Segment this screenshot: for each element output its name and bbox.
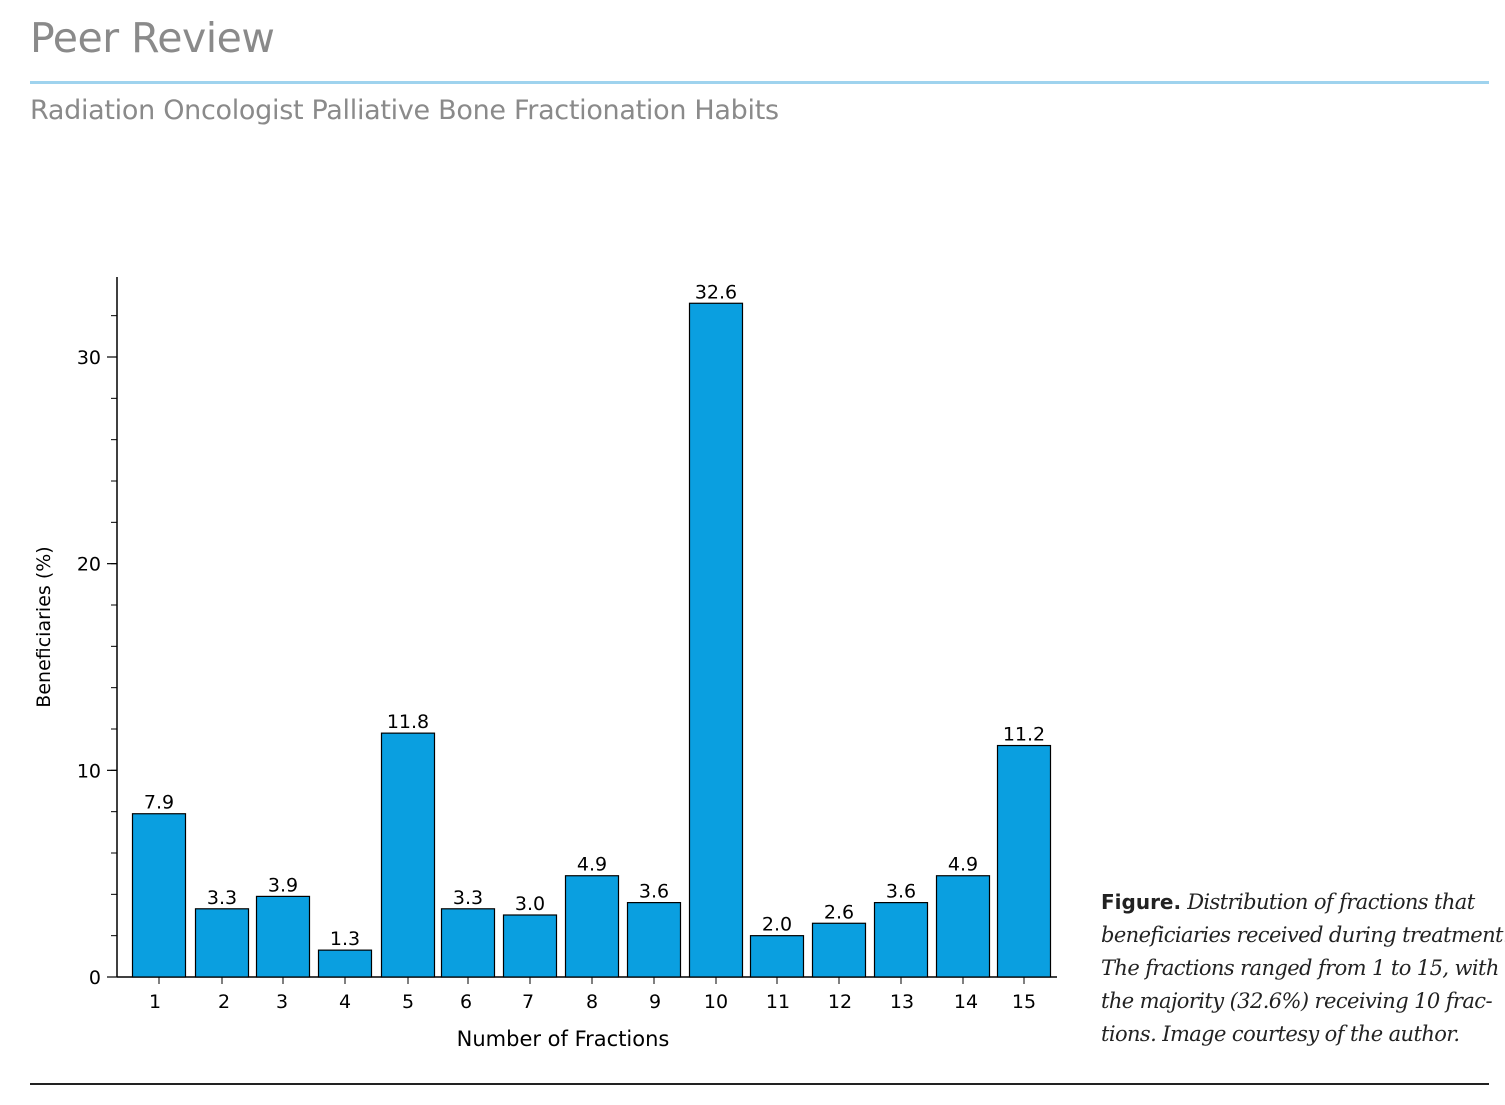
x-tick-label: 8 [586,991,598,1013]
bar-value-label: 3.3 [207,887,237,909]
section-title: Peer Review [30,14,275,62]
x-tick-label: 12 [828,991,852,1013]
caption-line-4: the majority (32.6%) receiving 10 frac- [1101,989,1493,1013]
bar-value-label: 1.3 [330,928,360,950]
y-tick-label: 0 [89,967,101,989]
x-tick-label: 7 [522,991,534,1013]
section-rule [30,81,1489,84]
x-tick-label: 1 [149,991,161,1013]
bottom-rule [30,1083,1489,1085]
article-title: Radiation Oncologist Palliative Bone Fra… [30,95,779,126]
figure-caption: Figure. Distribution of fractions that b… [1101,886,1505,1051]
x-tick-label: 15 [1012,991,1036,1013]
x-tick-label: 5 [402,991,414,1013]
bar-value-label: 3.3 [453,887,483,909]
x-tick-label: 9 [649,991,661,1013]
bar [131,813,187,978]
x-tick-label: 14 [954,991,978,1013]
caption-text-1: Distribution of fractions that [1187,890,1475,914]
bar [688,302,744,978]
bar [626,901,682,978]
bar [996,744,1052,978]
bar [502,914,558,978]
x-tick-label: 10 [704,991,728,1013]
caption-line-2: beneficiaries received during treatment. [1101,923,1505,947]
bar [935,875,991,978]
caption-lead: Figure. [1101,890,1182,914]
bar-value-label: 7.9 [144,792,174,814]
bar [317,949,373,978]
bar [194,908,250,978]
bar-value-label: 3.9 [268,874,298,896]
y-tick-label: 20 [77,554,101,576]
x-tick-label: 3 [276,991,288,1013]
x-tick-label: 11 [766,991,790,1013]
bar-value-label: 4.9 [577,854,607,876]
bar [380,732,436,978]
bars [131,302,1052,978]
bar-value-label: 2.6 [824,901,854,923]
x-tick-label: 4 [339,991,351,1013]
bar-value-label: 4.9 [948,854,978,876]
caption-line-3: The fractions ranged from 1 to 15, with [1101,956,1499,980]
caption-line-1: Figure. Distribution of fractions that [1101,886,1501,919]
x-tick-label: 2 [218,991,230,1013]
bar [873,901,929,978]
bar-value-label: 11.2 [1003,724,1045,746]
bar-value-label: 3.6 [639,881,669,903]
bar [749,935,805,978]
bar [564,875,620,978]
y-tick-label: 10 [77,760,101,782]
bar [811,922,867,978]
bar-value-label: 2.0 [762,914,792,936]
x-tick-label: 6 [460,991,472,1013]
x-axis-label: Number of Fractions [457,1027,670,1051]
bar-value-labels: 7.9 3.3 3.9 1.3 11.8 3.3 3.0 4.9 3.6 32.6 2.0 2.6 3.… [144,281,1045,950]
caption-line-5: tions. Image courtesy of the author. [1101,1022,1460,1046]
x-tick-label: 13 [890,991,914,1013]
bar-value-label: 32.6 [695,281,737,303]
bar-value-label: 3.6 [886,881,916,903]
bar-value-label: 11.8 [387,711,429,733]
bar [440,908,496,978]
bar [255,895,311,978]
bar-value-label: 3.0 [515,893,545,915]
y-tick-label: 30 [77,347,101,369]
x-axis: 1 2 3 4 5 6 7 8 9 10 11 12 13 14 15 [117,976,1057,1013]
y-axis-label: Beneficiaries (%) [33,546,55,707]
y-axis: 0 10 20 30 [77,277,118,989]
